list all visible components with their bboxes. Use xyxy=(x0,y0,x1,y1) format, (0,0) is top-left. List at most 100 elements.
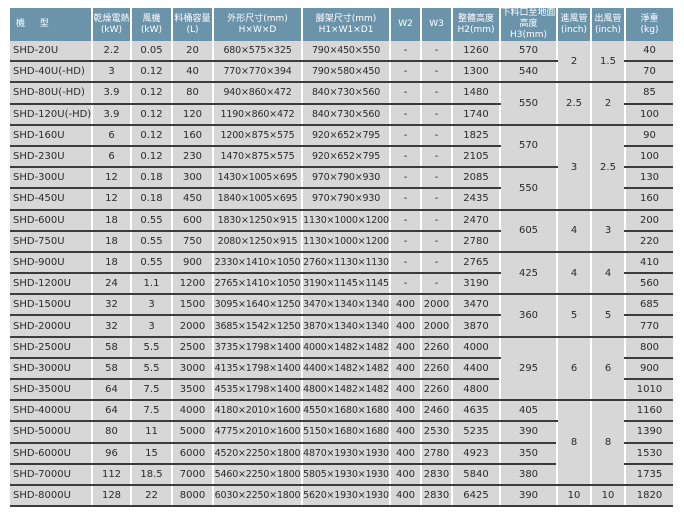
cell-dryer-kw: 6 xyxy=(91,145,131,169)
cell-outlet: 8 xyxy=(590,400,625,486)
cell-frame-dim: 840×730×560 xyxy=(301,82,390,105)
cell-h2: 3190 xyxy=(451,273,500,296)
table-row: SHD-3000U 58 5.5 3000 4135×1798×1400 4400×148… xyxy=(10,357,673,381)
cell-h3: 425 xyxy=(499,251,557,296)
cell-capacity: 450 xyxy=(171,188,213,211)
cell-w3: 2460 xyxy=(420,400,452,423)
cell-outer-dim: 2080×1250×915 xyxy=(212,230,302,253)
cell-outer-dim: 940×860×472 xyxy=(212,82,302,105)
cell-h2: 4000 xyxy=(451,336,500,359)
cell-model: SHD-8000U xyxy=(10,484,92,508)
cell-model: SHD-40U(-HD) xyxy=(10,61,92,84)
cell-capacity: 230 xyxy=(171,145,213,169)
cell-weight: 560 xyxy=(624,273,673,296)
cell-w3: - xyxy=(420,167,452,190)
cell-model: SHD-750U xyxy=(10,230,92,253)
cell-w3: 2830 xyxy=(420,484,452,508)
header-row: 機 型乾燥電熱 (kW) 風機 (kW) 料桶容量 (L) 外形尺寸(mm) H×W×… xyxy=(10,8,673,41)
cell-h2: 4400 xyxy=(451,357,500,381)
cell-dryer-kw: 6 xyxy=(91,124,131,147)
cell-capacity: 120 xyxy=(171,103,213,126)
cell-h2: 4800 xyxy=(451,379,500,402)
cell-dryer-kw: 32 xyxy=(91,294,131,317)
cell-w3: 2780 xyxy=(420,442,452,465)
cell-h3: 550 xyxy=(499,82,557,126)
cell-weight: 1390 xyxy=(624,421,673,444)
cell-outlet: 6 xyxy=(590,336,625,402)
cell-model: SHD-600U xyxy=(10,209,92,232)
cell-fan-kw: 0.55 xyxy=(130,251,172,275)
cell-capacity: 750 xyxy=(171,230,213,253)
cell-weight: 100 xyxy=(624,103,673,126)
cell-fan-kw: 0.12 xyxy=(130,61,172,84)
cell-frame-dim: 840×730×560 xyxy=(301,103,390,126)
cell-w2: - xyxy=(389,251,421,275)
cell-outlet: 4 xyxy=(590,251,625,296)
cell-weight: 85 xyxy=(624,82,673,105)
cell-w3: - xyxy=(420,103,452,126)
cell-w3: - xyxy=(420,230,452,253)
cell-dryer-kw: 3 xyxy=(91,61,131,84)
cell-dryer-kw: 128 xyxy=(91,484,131,508)
cell-frame-dim: 1130×1000×1200 xyxy=(301,209,390,232)
table-row: SHD-5000U 80 11 5000 4775×2010×1600 5150×1680… xyxy=(10,421,673,444)
header-weight: 淨重 (kg) xyxy=(624,8,673,41)
cell-outer-dim: 1840×1005×695 xyxy=(212,188,302,211)
cell-outer-dim: 3735×1798×1400 xyxy=(212,336,302,359)
cell-fan-kw: 0.05 xyxy=(130,41,172,63)
cell-fan-kw: 15 xyxy=(130,442,172,465)
cell-outlet: 2 xyxy=(590,82,625,126)
cell-frame-dim: 5805×1930×1930 xyxy=(301,463,390,486)
cell-fan-kw: 3 xyxy=(130,315,172,338)
cell-weight: 800 xyxy=(624,336,673,359)
cell-outer-dim: 1470×875×575 xyxy=(212,145,302,169)
cell-h2: 5235 xyxy=(451,421,500,444)
cell-w3: - xyxy=(420,124,452,147)
cell-dryer-kw: 3.9 xyxy=(91,82,131,105)
cell-weight: 770 xyxy=(624,315,673,338)
cell-w3: - xyxy=(420,82,452,105)
cell-dryer-kw: 64 xyxy=(91,400,131,423)
cell-frame-dim: 920×652×795 xyxy=(301,145,390,169)
cell-frame-dim: 5620×1930×1930 xyxy=(301,484,390,508)
cell-w2: 400 xyxy=(389,421,421,444)
header-h2: 整體高度 H2(mm) xyxy=(451,8,500,41)
cell-outer-dim: 4535×1798×1400 xyxy=(212,379,302,402)
cell-h2: 1260 xyxy=(451,41,500,63)
cell-fan-kw: 0.12 xyxy=(130,145,172,169)
cell-capacity: 6000 xyxy=(171,442,213,465)
cell-weight: 90 xyxy=(624,124,673,147)
cell-inlet: 10 xyxy=(556,484,591,508)
table-row: SHD-1500U 32 3 1500 3095×1640×1250 3470×1340×… xyxy=(10,294,673,338)
cell-weight: 130 xyxy=(624,167,673,190)
cell-capacity: 5000 xyxy=(171,421,213,444)
cell-outer-dim: 4135×1798×1400 xyxy=(212,357,302,381)
cell-dryer-kw: 18 xyxy=(91,209,131,232)
cell-dryer-kw: 112 xyxy=(91,463,131,486)
cell-frame-dim: 2760×1130×1130 xyxy=(301,251,390,275)
cell-h2: 2780 xyxy=(451,230,500,253)
cell-h2: 4923 xyxy=(451,442,500,465)
cell-weight: 1160 xyxy=(624,400,673,423)
header-fan-kw: 風機 (kW) xyxy=(130,8,172,41)
header-outlet: 出風管 (inch) xyxy=(590,8,625,41)
cell-w2: - xyxy=(389,209,421,232)
cell-capacity: 160 xyxy=(171,124,213,147)
cell-dryer-kw: 18 xyxy=(91,230,131,253)
spec-table: 機 型乾燥電熱 (kW) 風機 (kW) 料桶容量 (L) 外形尺寸(mm) H×W×… xyxy=(10,8,673,508)
cell-model: SHD-20U xyxy=(10,41,92,63)
cell-h3: 390 xyxy=(499,421,557,444)
cell-frame-dim: 3470×1340×1340 xyxy=(301,294,390,317)
cell-weight: 40 xyxy=(624,41,673,63)
cell-dryer-kw: 58 xyxy=(91,357,131,381)
table-row: SHD-8000U 128 22 8000 6030×2250×1800 5620×193… xyxy=(10,484,673,508)
cell-fan-kw: 11 xyxy=(130,421,172,444)
cell-outlet: 1.5 xyxy=(590,41,625,84)
header-capacity: 料桶容量 (L) xyxy=(171,8,213,41)
cell-h3: 405 xyxy=(499,400,557,423)
cell-weight: 685 xyxy=(624,294,673,317)
cell-frame-dim: 4800×1482×1482 xyxy=(301,379,390,402)
cell-inlet: 6 xyxy=(556,336,591,402)
header-outer-dim: 外形尺寸(mm) H×W×D xyxy=(212,8,302,41)
cell-h2: 1740 xyxy=(451,103,500,126)
